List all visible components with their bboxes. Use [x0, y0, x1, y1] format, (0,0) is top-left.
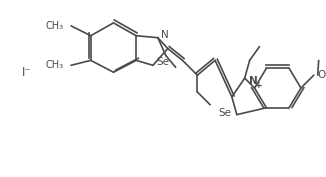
Text: I⁻: I⁻ — [22, 66, 31, 79]
Text: CH₃: CH₃ — [45, 60, 63, 70]
Text: O: O — [318, 70, 326, 80]
Text: Se: Se — [156, 57, 169, 67]
Text: CH₃: CH₃ — [45, 21, 63, 31]
Text: N: N — [161, 30, 169, 40]
Text: Se: Se — [219, 108, 232, 118]
Text: N: N — [249, 76, 258, 86]
Text: +: + — [255, 81, 262, 90]
